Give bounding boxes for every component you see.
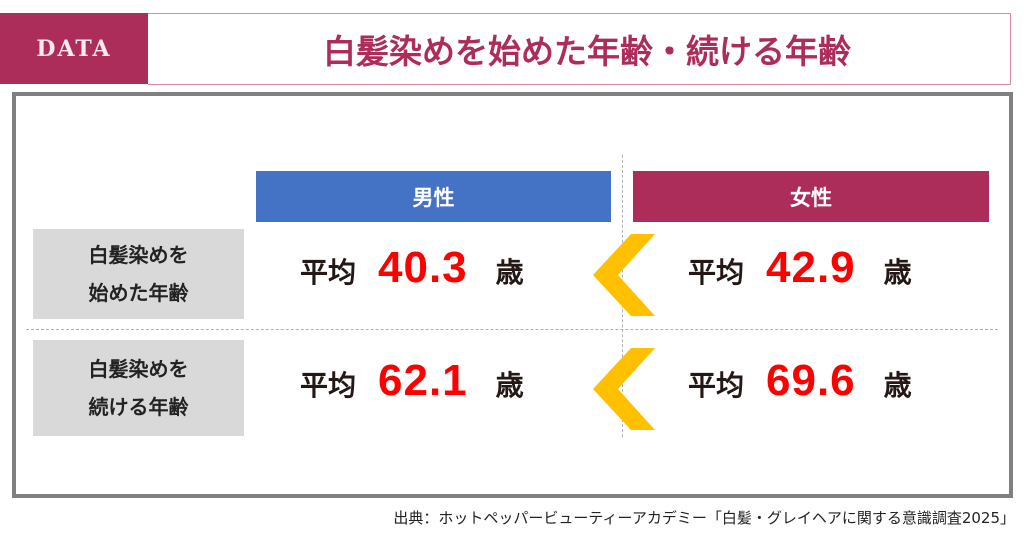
row-label-line1: 白髪染めを bbox=[88, 243, 189, 267]
average-label: 平均 bbox=[688, 256, 745, 289]
age-unit: 歳 bbox=[883, 369, 912, 402]
source-citation: 出典：ホットペッパービューティーアカデミー「白髪・グレイヘアに関する意識調査20… bbox=[393, 509, 1015, 527]
less-than-chevron-icon bbox=[593, 234, 655, 316]
male-continue-age-value: 62.1 bbox=[378, 356, 468, 405]
female-start-age-value: 42.9 bbox=[766, 243, 856, 292]
data-tag-label: DATA bbox=[36, 35, 112, 62]
female-continue-age-value: 69.6 bbox=[766, 356, 856, 405]
male-continue-age-stat: 平均 62.1 歳 bbox=[300, 356, 524, 406]
female-start-age-stat: 平均 42.9 歳 bbox=[688, 243, 912, 293]
row-label-start-age: 白髪染めを 始めた年齢 bbox=[33, 229, 244, 319]
column-header-female: 女性 bbox=[633, 171, 989, 222]
column-header-female-label: 女性 bbox=[790, 185, 832, 210]
less-than-chevron-icon bbox=[593, 348, 655, 430]
row-label-continue-age: 白髪染めを 続ける年齢 bbox=[33, 340, 244, 436]
average-label: 平均 bbox=[300, 369, 357, 402]
average-label: 平均 bbox=[688, 369, 745, 402]
horizontal-divider bbox=[26, 329, 998, 330]
column-header-male: 男性 bbox=[256, 171, 611, 222]
data-tag: DATA bbox=[0, 13, 148, 84]
page-title: 白髪染めを始めた年齢・続ける年齢 bbox=[323, 32, 851, 71]
male-start-age-value: 40.3 bbox=[378, 243, 468, 292]
row-label-line2: 始めた年齢 bbox=[88, 281, 189, 305]
age-unit: 歳 bbox=[495, 256, 524, 289]
age-unit: 歳 bbox=[883, 256, 912, 289]
title-banner: 白髪染めを始めた年齢・続ける年齢 bbox=[148, 13, 1011, 85]
row-label-line2: 続ける年齢 bbox=[88, 395, 189, 419]
age-unit: 歳 bbox=[495, 369, 524, 402]
male-start-age-stat: 平均 40.3 歳 bbox=[300, 243, 524, 293]
average-label: 平均 bbox=[300, 256, 357, 289]
column-header-male-label: 男性 bbox=[412, 185, 455, 210]
female-continue-age-stat: 平均 69.6 歳 bbox=[688, 356, 912, 406]
row-label-line1: 白髪染めを bbox=[88, 357, 189, 381]
